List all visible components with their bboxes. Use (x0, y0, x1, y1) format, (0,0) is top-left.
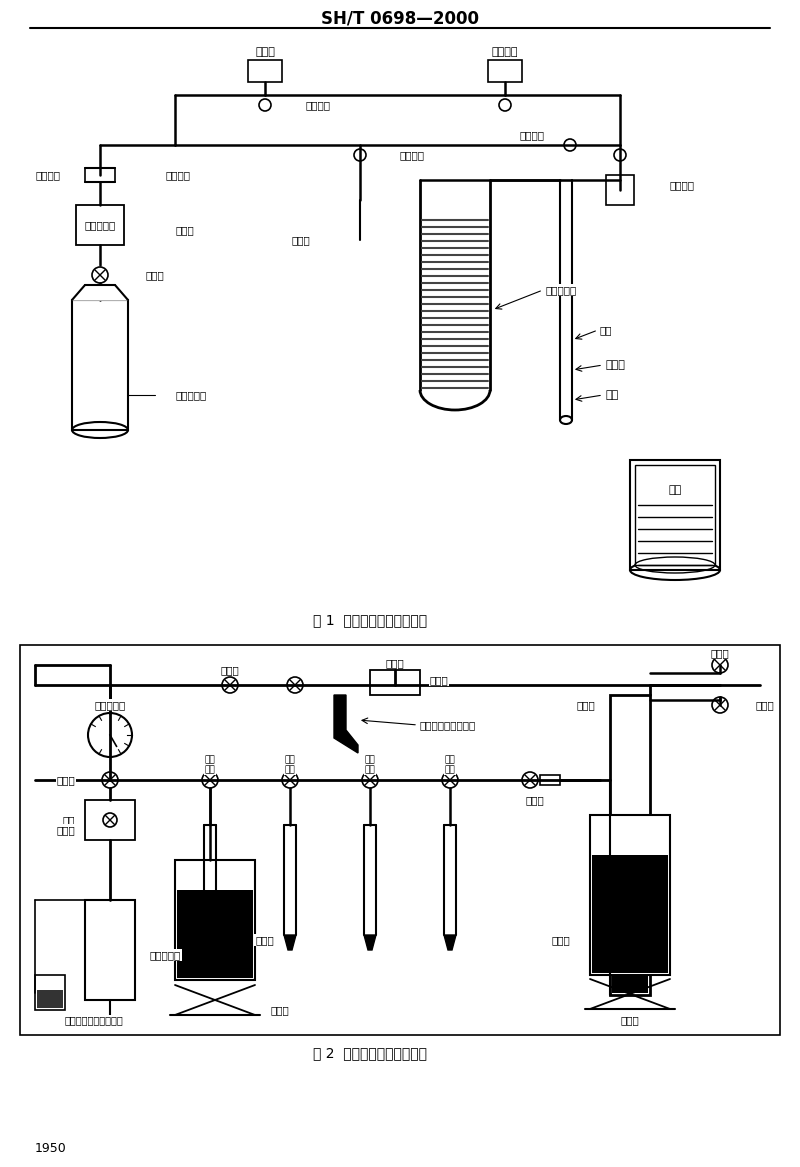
Circle shape (259, 99, 271, 111)
Text: 玻璃活塞: 玻璃活塞 (400, 151, 425, 160)
Circle shape (362, 773, 378, 788)
Text: 真空胶管: 真空胶管 (165, 170, 190, 180)
Text: 真空规: 真空规 (291, 235, 310, 245)
Bar (488, 60, 522, 82)
Text: 干燥氯气: 干燥氯气 (492, 47, 518, 57)
Circle shape (499, 99, 511, 111)
Circle shape (442, 773, 458, 788)
Circle shape (712, 657, 728, 673)
Text: SH/T 0698—2000: SH/T 0698—2000 (321, 9, 479, 27)
Text: 水銀压力计: 水銀压力计 (545, 285, 576, 295)
Bar (37, 990, 63, 1008)
Text: 支撑架: 支撑架 (270, 1005, 290, 1015)
Bar (540, 775, 560, 785)
Circle shape (564, 139, 576, 151)
Text: 真空压力计: 真空压力计 (94, 700, 126, 710)
Circle shape (614, 149, 626, 161)
Text: 真空规: 真空规 (430, 675, 449, 685)
Bar (76, 205, 124, 245)
Text: 放空阀: 放空阀 (710, 648, 730, 658)
Text: 液氮: 液氮 (668, 485, 682, 495)
Circle shape (88, 713, 132, 757)
Circle shape (103, 813, 117, 827)
Text: 加注
口阀: 加注 口阀 (205, 755, 215, 775)
Text: 加注
口阀: 加注 口阀 (445, 755, 455, 775)
Text: 干燥器: 干燥器 (56, 825, 75, 836)
Bar (85, 168, 115, 182)
Text: 钙瓶阀: 钙瓶阀 (145, 270, 164, 280)
Text: 隔高阀: 隔高阀 (526, 795, 544, 805)
Text: 图 1  制冷剂玻璃型加注系统: 图 1 制冷剂玻璃型加注系统 (313, 613, 427, 627)
Polygon shape (444, 935, 456, 950)
Text: 计量阀: 计量阀 (56, 775, 75, 785)
Bar (610, 696, 650, 995)
Text: 杜瓦瓶: 杜瓦瓶 (255, 935, 274, 945)
Bar (72, 300, 128, 429)
Bar (635, 464, 715, 565)
Text: 开口毛细管水銀压力计: 开口毛细管水銀压力计 (65, 1015, 124, 1025)
Bar (590, 815, 670, 974)
Text: 1950: 1950 (35, 1141, 66, 1154)
Circle shape (102, 773, 118, 788)
Circle shape (354, 149, 366, 161)
Text: 图 2  制冷剂金属型加注系统: 图 2 制冷剂金属型加注系统 (313, 1046, 427, 1060)
Text: 钙或销: 钙或销 (605, 359, 625, 370)
Circle shape (282, 773, 298, 788)
Circle shape (522, 773, 538, 788)
Circle shape (222, 677, 238, 693)
Text: 油气: 油气 (605, 390, 618, 400)
Bar (370, 670, 420, 696)
Text: 加注
口阀: 加注 口阀 (365, 755, 375, 775)
Polygon shape (204, 935, 216, 950)
Bar (177, 890, 253, 978)
Text: 玻璃活塞: 玻璃活塞 (35, 170, 60, 180)
Text: 玻璃活塞: 玻璃活塞 (520, 130, 545, 140)
Text: 制冷剂钙瓶: 制冷剂钙瓶 (175, 390, 206, 400)
Text: 支撑架: 支撑架 (621, 1015, 639, 1025)
Polygon shape (284, 935, 296, 950)
Text: 冷凝脏: 冷凝脏 (576, 700, 595, 710)
Text: 真空规: 真空规 (386, 658, 404, 668)
Bar (85, 801, 135, 840)
Text: 开启阀: 开启阀 (755, 700, 774, 710)
Text: 玻璃活塞: 玻璃活塞 (305, 100, 330, 110)
Circle shape (287, 677, 303, 693)
Bar (630, 460, 720, 569)
Polygon shape (72, 285, 128, 300)
Text: 隔高阀: 隔高阀 (221, 665, 239, 675)
Text: 缩口: 缩口 (600, 324, 613, 335)
Text: 过滤干燥器: 过滤干燥器 (84, 221, 116, 230)
Circle shape (202, 773, 218, 788)
Text: 真空泵: 真空泵 (255, 47, 275, 57)
Bar (20, 645, 780, 1035)
Circle shape (712, 697, 728, 713)
Bar (592, 855, 668, 973)
Bar (35, 974, 65, 1009)
Bar (175, 860, 255, 980)
Text: 管线（紫锁或青锁）: 管线（紫锁或青锁） (420, 720, 476, 731)
Text: 制冷剂钙瓶: 制冷剂钙瓶 (150, 950, 182, 960)
Bar (606, 175, 634, 205)
Polygon shape (364, 935, 376, 950)
Polygon shape (334, 696, 358, 753)
Text: 真空胶管: 真空胶管 (670, 180, 695, 190)
Text: 杜瓦瓶: 杜瓦瓶 (551, 935, 570, 945)
Circle shape (92, 267, 108, 284)
Text: 过滤: 过滤 (62, 815, 75, 825)
Text: 加注
口阀: 加注 口阀 (285, 755, 295, 775)
Bar (85, 900, 135, 1000)
Bar (612, 815, 648, 993)
Text: 真空规: 真空规 (175, 225, 194, 235)
Bar (248, 60, 282, 82)
